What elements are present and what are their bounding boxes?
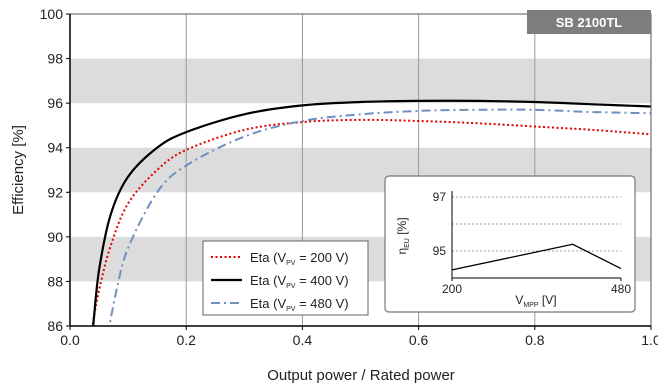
y-tick-label-0: 86 <box>47 318 63 334</box>
inset-series-line-0 <box>451 243 622 271</box>
inset-chart: 97 95 200 480 VMPP [V] ηEU [%] <box>384 175 636 313</box>
x-tick-label-1: 0.2 <box>176 332 196 348</box>
x-tick-label-5: 1.0 <box>641 332 658 348</box>
y-tick-label-4: 94 <box>47 140 63 156</box>
x-axis-label: Output power / Rated power <box>267 367 455 384</box>
inset-x-label: VMPP [V] <box>515 293 556 309</box>
y-tick-label-1: 88 <box>47 273 63 289</box>
inset-y-tick-1: 95 <box>433 244 447 258</box>
legend-label-0: Eta (VPV = 200 V) <box>250 250 349 267</box>
y-axis-label: Efficiency [%] <box>10 125 27 215</box>
plot-frame <box>69 13 652 327</box>
model-badge-text: SB 2100TL <box>556 15 623 30</box>
inset-x-tick-0: 200 <box>442 282 462 296</box>
y-tick-label-2: 90 <box>47 229 63 245</box>
model-badge-background <box>527 10 651 34</box>
inset-y-tick-0: 97 <box>433 190 447 204</box>
legend-label-2: Eta (VPV = 480 V) <box>250 296 349 313</box>
y-tick-label-5: 96 <box>47 95 63 111</box>
inset-y-label: ηEU [%] <box>395 217 411 254</box>
x-tick-label-4: 0.8 <box>525 332 545 348</box>
series-lines <box>91 99 651 326</box>
y-tick-labels: 86 88 90 92 94 96 98 100 <box>40 6 70 334</box>
y-tick-label-3: 92 <box>47 184 63 200</box>
inset-x-tick-1: 480 <box>611 282 631 296</box>
y-tick-label-6: 98 <box>47 51 63 67</box>
x-tick-label-3: 0.6 <box>409 332 429 348</box>
x-tick-labels: 0.0 0.2 0.4 0.6 0.8 1.0 <box>60 326 658 348</box>
series-line-0 <box>91 118 651 326</box>
legend-label-1: Eta (VPV = 400 V) <box>250 273 349 290</box>
band-0 <box>70 58 651 104</box>
inset-box <box>384 175 636 313</box>
y-tick-label-7: 100 <box>40 6 64 22</box>
x-tick-label-2: 0.4 <box>293 332 313 348</box>
series-line-1 <box>92 99 651 326</box>
x-tick-label-0: 0.0 <box>60 332 80 348</box>
model-badge: SB 2100TL <box>527 10 651 34</box>
legend: Eta (VPV = 200 V) Eta (VPV = 400 V) Eta (V… <box>202 240 369 316</box>
series-line-2 <box>108 108 651 326</box>
